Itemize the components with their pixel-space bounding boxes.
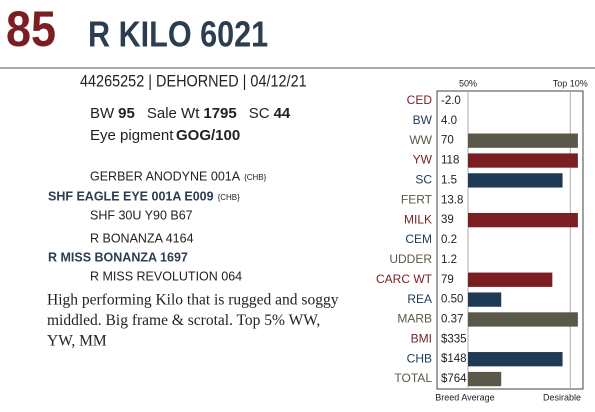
epd-value: 0.37 xyxy=(441,313,463,325)
stats: BW 95 Sale Wt 1795 SC 44 xyxy=(90,105,291,122)
bar xyxy=(468,212,578,228)
epd-value: 79 xyxy=(441,274,454,286)
trait-label: CED xyxy=(407,93,433,107)
bar xyxy=(468,292,502,307)
pedigree-name: R BONANZA 4164 xyxy=(90,231,194,245)
epd-value: 0.50 xyxy=(441,294,463,306)
description-line: YW, MM xyxy=(47,333,107,350)
trait-label: CEM xyxy=(405,232,432,246)
trait-label: FERT xyxy=(401,192,433,206)
pedigree: GERBER ANODYNE 001A {CHB}SHF EAGLE EYE 00… xyxy=(48,169,267,283)
epd-value: 4.0 xyxy=(441,115,457,127)
pedigree-name: SHF EAGLE EYE 001A E009 xyxy=(48,189,214,203)
trait-label: MILK xyxy=(404,212,432,226)
epd-value: 1.2 xyxy=(441,254,457,266)
stat-value: 95 xyxy=(118,105,135,122)
epd-value: 13.8 xyxy=(441,194,463,206)
description: High performing Kilo that is rugged and … xyxy=(47,292,339,350)
pedigree-name: R MISS REVOLUTION 064 xyxy=(90,269,242,283)
pedigree-tag: {CHB} xyxy=(244,173,267,182)
epd-chart: 50% Top 10% Breed Average Desirable CED -2.0 B… xyxy=(376,78,588,402)
bar xyxy=(468,272,553,287)
bar xyxy=(468,133,578,148)
animal-name: R KILO 6021 xyxy=(88,15,268,55)
trait-label: MARB xyxy=(397,312,432,326)
epd-value: 39 xyxy=(441,214,454,226)
trait-label: BMI xyxy=(411,332,432,346)
epd-value: -2.0 xyxy=(441,95,461,107)
pedigree-name: SHF 30U Y90 B67 xyxy=(90,208,193,222)
epd-value: 70 xyxy=(441,135,454,147)
id-line: 44265252 | DEHORNED | 04/12/21 xyxy=(80,72,307,90)
stat-label: Sale Wt xyxy=(147,105,200,122)
trait-label: SC xyxy=(415,173,432,187)
trait-label: WW xyxy=(409,133,432,147)
eye-label: Eye pigment xyxy=(90,127,174,144)
trait-label: CARC WT xyxy=(376,272,433,286)
description-line: middled. Big frame & scrotal. Top 5% WW, xyxy=(47,312,320,329)
trait-label: BW xyxy=(413,113,433,127)
bar xyxy=(468,352,563,367)
chart-frame xyxy=(436,90,584,390)
pedigree-name: GERBER ANODYNE 001A xyxy=(90,169,241,183)
epd-value: 118 xyxy=(441,155,459,167)
trait-label: UDDER xyxy=(389,252,432,266)
stat-value: 44 xyxy=(274,105,291,122)
eye-value: GOG/100 xyxy=(176,127,240,144)
epd-value: $148 xyxy=(441,353,467,365)
stat-label: SC xyxy=(249,105,270,122)
trait-label: REA xyxy=(407,292,432,306)
bar xyxy=(468,173,563,188)
trait-label: YW xyxy=(413,153,433,167)
stat-value: 1795 xyxy=(203,105,236,122)
x-tick-label: Top 10% xyxy=(553,78,588,88)
trait-label: CHB xyxy=(407,351,432,365)
epd-value: 1.5 xyxy=(441,174,457,186)
x-tick-label: 50% xyxy=(459,78,477,88)
epd-value: 0.2 xyxy=(441,234,457,246)
pedigree-name: R MISS BONANZA 1697 xyxy=(48,250,188,264)
description-line: High performing Kilo that is rugged and … xyxy=(47,292,339,309)
x-right-label: Desirable xyxy=(543,392,581,402)
bar xyxy=(468,153,578,168)
stat-label: BW xyxy=(90,105,115,122)
pedigree-tag: {CHB} xyxy=(218,193,241,202)
bar xyxy=(468,371,502,387)
x-left-label: Breed Average xyxy=(435,392,494,402)
trait-label: TOTAL xyxy=(394,371,432,385)
epd-value: $764 xyxy=(441,373,467,385)
lot-number: 85 xyxy=(6,2,56,58)
epd-value: $335 xyxy=(441,333,467,345)
bar xyxy=(468,312,578,327)
